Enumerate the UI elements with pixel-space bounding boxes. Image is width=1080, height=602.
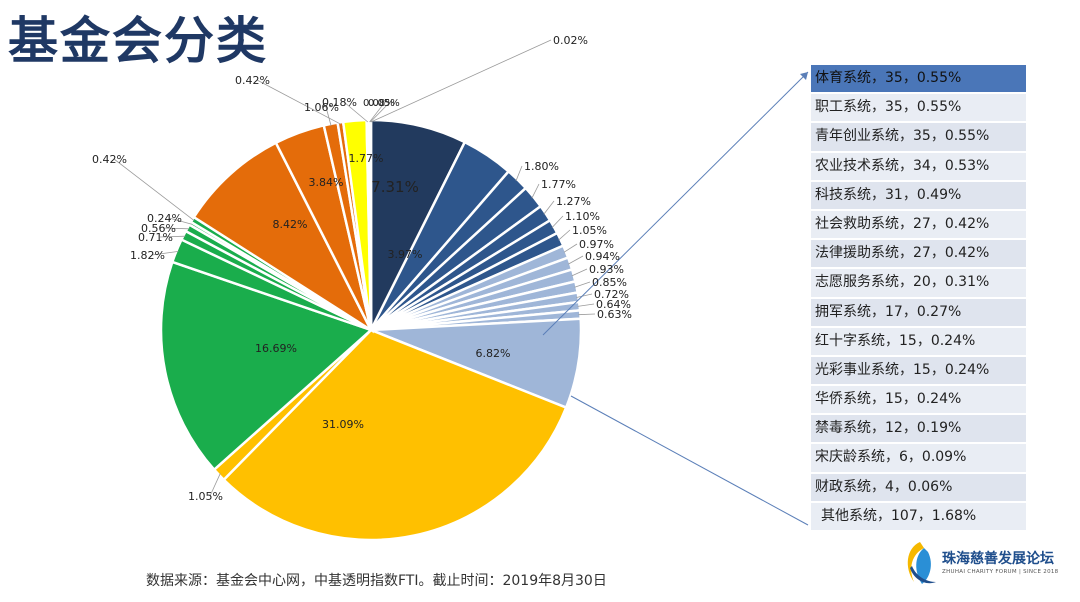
leader-line [563, 243, 578, 253]
leader-line [568, 255, 584, 265]
leader-line [162, 227, 190, 230]
slice-label: 0.08% [363, 98, 395, 109]
category-table-row: 宋庆龄系统，6，0.09% [811, 444, 1026, 472]
slice-label: 0.93% [589, 263, 624, 276]
page-title: 基金会分类 [8, 12, 268, 70]
category-table-row: 禁毒系统，12，0.19% [811, 415, 1026, 443]
slice-label: 1.05% [188, 490, 223, 503]
slice-label: 8.42% [273, 218, 308, 231]
slice-label: 1.06% [304, 101, 339, 114]
connector-line-top [542, 71, 809, 336]
category-table-row: 体育系统，35，0.55% [811, 65, 1026, 93]
data-source-note: 数据来源：基金会中心网，中基透明指数FTI。截止时间：2019年8月30日 [146, 573, 607, 589]
leader-line [113, 158, 195, 221]
leader-line [369, 101, 386, 123]
leader-line [551, 215, 564, 228]
leader-line [343, 101, 369, 123]
leader-line [256, 79, 341, 125]
slice-label: 0.97% [579, 238, 614, 251]
leader-line [515, 165, 523, 182]
pie-slice [192, 141, 375, 334]
leader-line [209, 473, 221, 497]
slice-label: 7.31% [371, 178, 419, 196]
leader-line [531, 183, 540, 199]
leader-line [576, 293, 593, 298]
slice-label: 0.24% [147, 212, 182, 225]
leader-line [159, 235, 186, 238]
forum-logo: 珠海慈善发展论坛 ZHUHAI CHARITY FORUM | SINCE 20… [900, 538, 1076, 590]
slice-label: 0.64% [596, 298, 631, 311]
leader-line [151, 251, 179, 256]
category-table-row: 志愿服务系统，20，0.31% [811, 269, 1026, 297]
leader-line [574, 281, 591, 288]
slice-label: 1.10% [565, 210, 600, 223]
slice-label: 6.82% [476, 347, 511, 360]
slice-label: 0.05% [368, 98, 400, 109]
slice-label: 0.42% [92, 153, 127, 166]
slice-label: 0.72% [594, 288, 629, 301]
category-table-row: 青年创业系统，35，0.55% [811, 123, 1026, 151]
slice-label: 1.82% [130, 249, 165, 262]
slice-label: 0.71% [138, 231, 173, 244]
leader-line [571, 268, 588, 277]
forum-logo-icon [907, 542, 936, 584]
forum-logo-subtitle: ZHUHAI CHARITY FORUM | SINCE 2018 [942, 569, 1059, 575]
leader-line [543, 200, 555, 215]
slice-label: 1.77% [541, 178, 576, 191]
category-table: 体育系统，35，0.55% 职工系统，35，0.55% 青年创业系统，35，0.55… [811, 65, 1026, 532]
pie-slice [369, 118, 467, 331]
slice-label: 1.27% [556, 195, 591, 208]
slice-label: 0.42% [235, 74, 270, 87]
slice-label: 0.63% [597, 308, 632, 321]
slice-label: 0.56% [141, 222, 176, 235]
slice-label: 1.05% [572, 224, 607, 237]
slice-label: 0.02% [553, 34, 588, 47]
slice-label: 3.97% [388, 248, 423, 261]
slice-label: 0.18% [322, 96, 357, 109]
category-table-row: 拥军系统，17，0.27% [811, 298, 1026, 326]
pie-slice [159, 260, 374, 472]
slice-label: 0.85% [592, 276, 627, 289]
leader-line [558, 229, 571, 241]
category-table-row: 农业技术系统，34，0.53% [811, 152, 1026, 180]
category-table-row: 法律援助系统，27，0.42% [811, 240, 1026, 268]
category-table-row: 红十字系统，15，0.24% [811, 327, 1026, 355]
pie-slice [222, 328, 568, 542]
slice-label: 0.94% [585, 250, 620, 263]
slice-label: 1.77% [349, 152, 384, 165]
category-table-row: 其他系统，107，1.68% [811, 502, 1026, 530]
leader-line [370, 39, 552, 123]
category-table-row: 光彩事业系统，15，0.24% [811, 356, 1026, 385]
forum-logo-title: 珠海慈善发展论坛 [942, 551, 1054, 567]
slice-label: 1.80% [524, 160, 559, 173]
category-table-row: 华侨系统，15，0.24% [811, 386, 1026, 414]
category-table-row: 职工系统，35，0.55% [811, 94, 1026, 122]
category-table-row: 科技系统，31，0.49% [811, 181, 1026, 209]
connector-arrowhead [800, 72, 808, 80]
leader-line [325, 106, 332, 127]
leader-line [578, 313, 596, 316]
leader-line [168, 217, 193, 225]
connector-line-bottom [570, 395, 809, 526]
slice-label: 16.69% [255, 342, 297, 355]
slice-label: 3.84% [309, 176, 344, 189]
slice-label: 31.09% [322, 418, 364, 431]
leader-line [370, 101, 391, 123]
leader-line [577, 303, 595, 307]
category-table-row: 社会救助系统，27，0.42% [811, 210, 1026, 239]
category-table-row: 财政系统，4，0.06% [811, 473, 1026, 501]
